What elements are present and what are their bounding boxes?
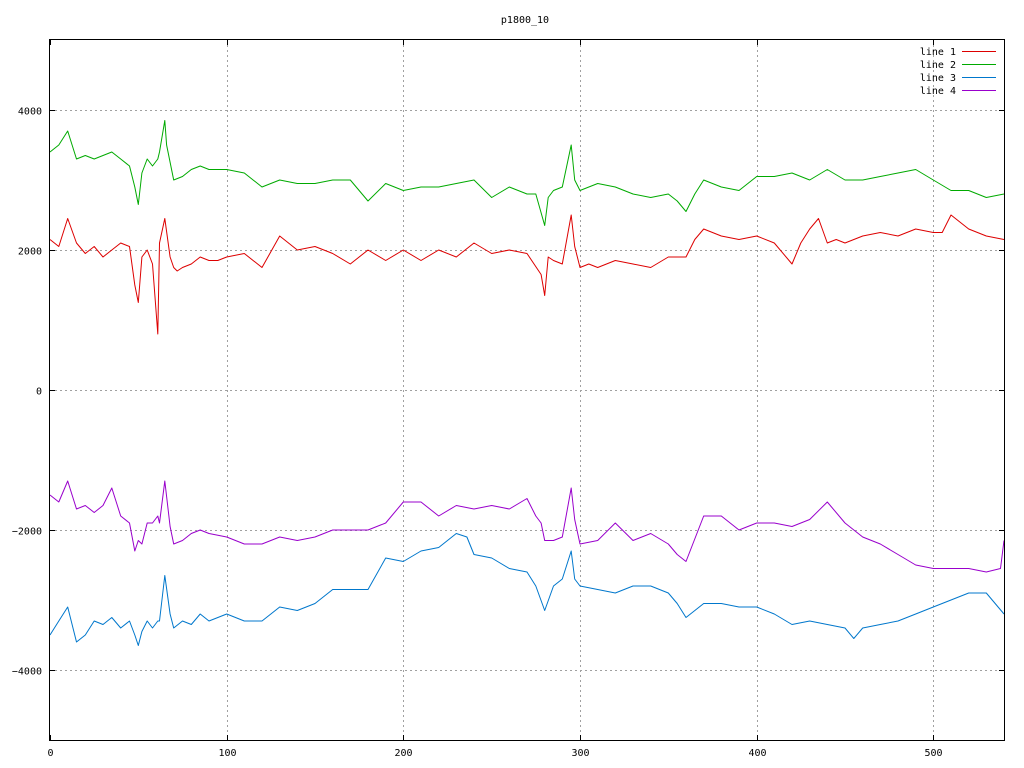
legend-label: line 2	[920, 60, 956, 71]
y-tick-label: 0	[36, 387, 42, 398]
x-tick-label: 400	[748, 748, 766, 759]
legend-label: line 4	[920, 86, 956, 97]
y-tick-label: −2000	[12, 527, 42, 538]
chart-title: p1800_10	[501, 15, 549, 26]
series-line-4	[49, 480, 1005, 573]
x-tick-label: 500	[924, 748, 942, 759]
x-tick-label: 300	[571, 748, 589, 759]
y-tick-label: 2000	[18, 247, 42, 258]
y-tick-label: −4000	[12, 667, 42, 678]
plot-frame	[49, 39, 1005, 741]
series-line-1	[49, 214, 1005, 335]
grid-layer	[50, 40, 1004, 740]
x-tick-label: 0	[47, 748, 53, 759]
y-tick-label: 4000	[18, 107, 42, 118]
legend-label: line 1	[920, 47, 956, 58]
legend-label: line 3	[920, 73, 956, 84]
series-line-2	[49, 120, 1005, 226]
legend: line 1 line 2 line 3 line 4	[920, 47, 996, 97]
x-tick-label: 200	[394, 748, 412, 759]
x-tick-label: 100	[218, 748, 236, 759]
series-line-3	[49, 533, 1005, 646]
series-layer	[49, 120, 1005, 646]
axis-layer: 0 100 200 300 400 500 −4000 −2000 0 2000 4000	[12, 40, 1004, 759]
